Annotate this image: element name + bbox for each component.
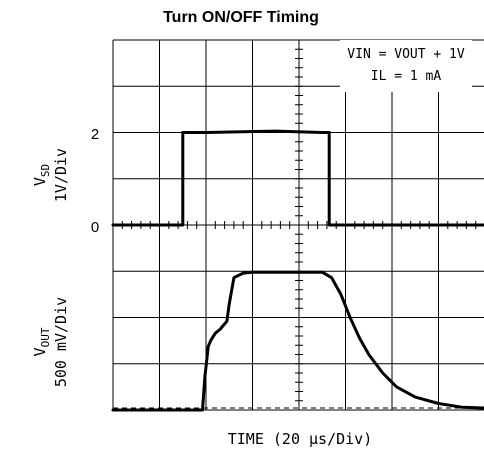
vsd-trace — [111, 129, 484, 227]
vsd-label-main: V — [31, 177, 49, 186]
condition-vin: VIN = VOUT + 1V — [347, 47, 465, 62]
condition-il: IL = 1 mA — [371, 69, 442, 84]
vout-trace — [111, 270, 484, 412]
conditions-box — [340, 40, 472, 92]
chart-title: Turn ON/OFF Timing — [163, 9, 319, 26]
traces — [111, 129, 484, 412]
vout-label-sub: OUT — [39, 327, 52, 347]
vout-scale-label: 500 mV/Div — [52, 297, 70, 387]
x-axis-label: TIME (20 µs/Div) — [228, 430, 373, 448]
vsd-tick-0: 0 — [91, 219, 99, 236]
vsd-scale-label: 1V/Div — [52, 148, 70, 202]
vout-label-main: V — [31, 347, 49, 356]
vsd-tick-2: 2 — [91, 126, 99, 143]
vsd-axis-label: VSD — [31, 164, 52, 186]
vout-axis-label: VOUT — [31, 327, 52, 356]
vsd-label-sub: SD — [39, 164, 52, 177]
